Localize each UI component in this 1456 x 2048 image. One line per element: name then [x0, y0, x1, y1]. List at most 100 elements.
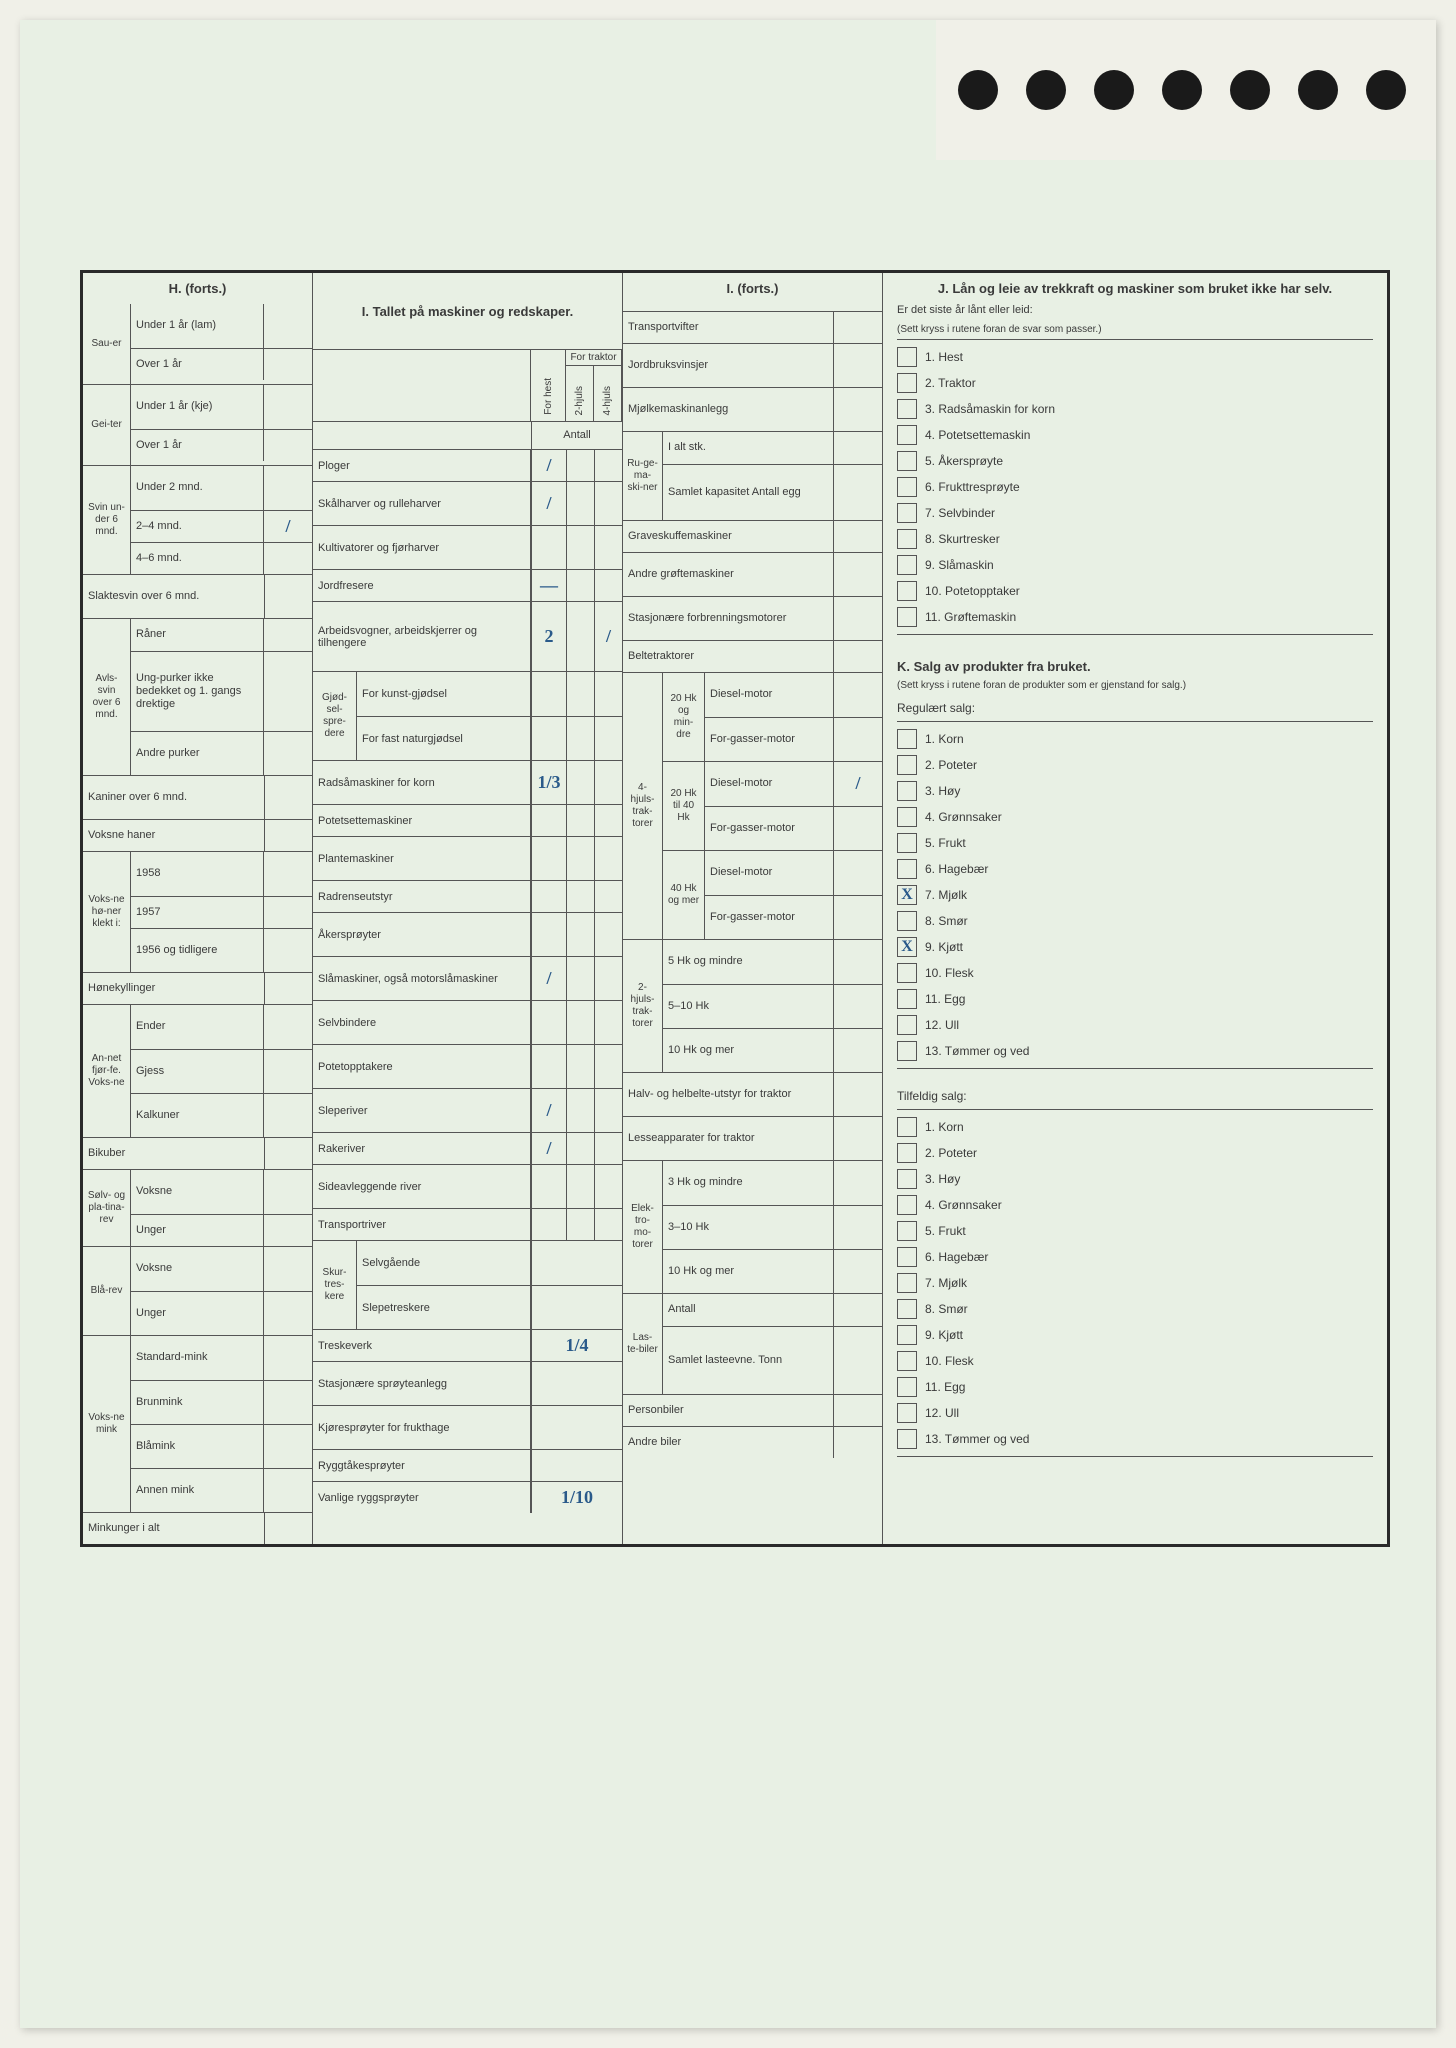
i-input[interactable]: 1/10: [531, 1482, 622, 1513]
i-input[interactable]: [566, 672, 594, 716]
h-input[interactable]: [264, 1170, 312, 1214]
ic-input[interactable]: [834, 1029, 882, 1072]
i-input-2hjuls[interactable]: [566, 602, 594, 671]
checkbox[interactable]: [897, 1429, 917, 1449]
checkbox[interactable]: [897, 1015, 917, 1035]
checkbox[interactable]: [897, 581, 917, 601]
checkbox[interactable]: X: [897, 885, 917, 905]
checkbox[interactable]: [897, 1117, 917, 1137]
checkbox[interactable]: [897, 1325, 917, 1345]
checkbox[interactable]: [897, 1299, 917, 1319]
i-input-4hjuls[interactable]: [594, 1209, 622, 1240]
i-input-hest[interactable]: /: [531, 1089, 566, 1132]
checkbox[interactable]: [897, 989, 917, 1009]
i-input[interactable]: [531, 717, 566, 760]
checkbox[interactable]: [897, 859, 917, 879]
h-input[interactable]: [264, 852, 312, 896]
checkbox[interactable]: X: [897, 937, 917, 957]
i-input-4hjuls[interactable]: [594, 526, 622, 569]
i-input-hest[interactable]: [531, 1001, 566, 1044]
h-input[interactable]: [264, 1215, 312, 1246]
h-input[interactable]: [264, 619, 312, 651]
checkbox[interactable]: [897, 555, 917, 575]
i-input[interactable]: [566, 717, 594, 760]
i-input-4hjuls[interactable]: [594, 805, 622, 836]
ic-input[interactable]: [834, 521, 882, 552]
checkbox[interactable]: [897, 1221, 917, 1241]
h-input[interactable]: [264, 304, 312, 348]
h-input[interactable]: [264, 1425, 312, 1468]
i-input-4hjuls[interactable]: [594, 1165, 622, 1208]
i-input-2hjuls[interactable]: [566, 761, 594, 804]
h-input[interactable]: [264, 543, 312, 574]
i-input-2hjuls[interactable]: [566, 482, 594, 525]
h-input[interactable]: [265, 1513, 312, 1544]
h-input[interactable]: [264, 1381, 312, 1424]
h-input[interactable]: /: [264, 511, 312, 542]
ic-input[interactable]: [834, 388, 882, 431]
ic-input[interactable]: [834, 1117, 882, 1160]
checkbox[interactable]: [897, 963, 917, 983]
i-input[interactable]: [531, 1241, 622, 1285]
i-input[interactable]: [531, 1450, 622, 1481]
i-input-hest[interactable]: /: [531, 482, 566, 525]
i-input-2hjuls[interactable]: [566, 1209, 594, 1240]
i-input[interactable]: 1/4: [531, 1330, 622, 1361]
checkbox[interactable]: [897, 451, 917, 471]
ic-input[interactable]: [834, 1395, 882, 1426]
h-input[interactable]: [264, 1247, 312, 1291]
checkbox[interactable]: [897, 1041, 917, 1061]
i-input-4hjuls[interactable]: [594, 450, 622, 481]
checkbox[interactable]: [897, 399, 917, 419]
i-input-2hjuls[interactable]: [566, 570, 594, 601]
h-input[interactable]: [264, 385, 312, 429]
checkbox[interactable]: [897, 833, 917, 853]
i-input-2hjuls[interactable]: [566, 837, 594, 880]
i-input-4hjuls[interactable]: [594, 837, 622, 880]
i-input-hest[interactable]: [531, 913, 566, 956]
i-input-hest[interactable]: [531, 1209, 566, 1240]
checkbox[interactable]: [897, 1247, 917, 1267]
ic-input[interactable]: [834, 673, 882, 717]
i-input-hest[interactable]: [531, 805, 566, 836]
ic-input[interactable]: [834, 1073, 882, 1116]
i-input-2hjuls[interactable]: [566, 1045, 594, 1088]
i-input-hest[interactable]: [531, 526, 566, 569]
h-input[interactable]: [264, 1292, 312, 1335]
i-input-4hjuls[interactable]: [594, 1089, 622, 1132]
i-input-2hjuls[interactable]: [566, 1165, 594, 1208]
i-input[interactable]: [531, 672, 566, 716]
i-input-hest[interactable]: /: [531, 1133, 566, 1164]
checkbox[interactable]: [897, 755, 917, 775]
h-input[interactable]: [264, 1336, 312, 1380]
ic-input[interactable]: [834, 1161, 882, 1205]
ic-input[interactable]: [834, 312, 882, 343]
i-input-hest[interactable]: 2: [531, 602, 566, 671]
ic-input[interactable]: [834, 985, 882, 1028]
i-input-4hjuls[interactable]: [594, 570, 622, 601]
i-input-2hjuls[interactable]: [566, 805, 594, 836]
i-input-hest[interactable]: /: [531, 450, 566, 481]
ic-input[interactable]: [834, 940, 882, 984]
ic-input[interactable]: [834, 851, 882, 895]
h-input[interactable]: [265, 776, 312, 819]
checkbox[interactable]: [897, 347, 917, 367]
checkbox[interactable]: [897, 1273, 917, 1293]
i-input-4hjuls[interactable]: [594, 1001, 622, 1044]
checkbox[interactable]: [897, 911, 917, 931]
i-input[interactable]: [594, 672, 622, 716]
checkbox[interactable]: [897, 1403, 917, 1423]
ic-input[interactable]: [834, 1427, 882, 1458]
h-input[interactable]: [264, 1094, 312, 1137]
i-input[interactable]: [531, 1406, 622, 1449]
h-input[interactable]: [264, 929, 312, 972]
i-input-2hjuls[interactable]: [566, 1001, 594, 1044]
i-input-2hjuls[interactable]: [566, 881, 594, 912]
ic-input[interactable]: [834, 553, 882, 596]
checkbox[interactable]: [897, 477, 917, 497]
i-input-hest[interactable]: [531, 837, 566, 880]
i-input-4hjuls[interactable]: [594, 957, 622, 1000]
checkbox[interactable]: [897, 373, 917, 393]
ic-input[interactable]: [834, 718, 882, 761]
i-input-4hjuls[interactable]: [594, 913, 622, 956]
